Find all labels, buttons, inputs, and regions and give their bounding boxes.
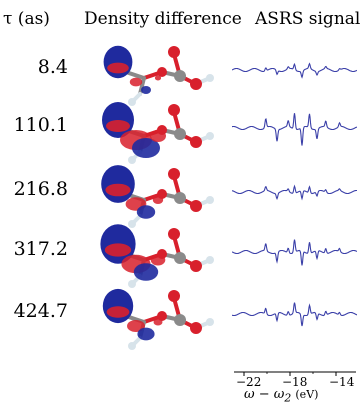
asrs-signal-trace	[232, 62, 357, 79]
density-difference-molecule	[102, 288, 214, 350]
tau-value: 424.7	[13, 300, 68, 322]
asrs-signal-trace	[232, 113, 357, 146]
tau-value: 110.1	[13, 114, 68, 136]
tick-label-minus-18: −18	[282, 375, 308, 389]
axis-label: ω − ω2 (eV)	[244, 387, 319, 405]
density-difference-molecule	[103, 45, 214, 106]
asrs-signal-trace	[232, 302, 357, 327]
energy-axis	[234, 371, 356, 376]
density-difference-molecule	[102, 102, 214, 164]
asrs-signal-trace	[232, 184, 357, 201]
asrs-signal-trace	[232, 239, 357, 266]
asrs-signal-header: ASRS signal	[255, 9, 361, 29]
density-difference-molecule	[100, 224, 214, 288]
tick-label-minus-22: −22	[236, 375, 262, 389]
tau-value: 216.8	[13, 178, 68, 200]
density-difference-molecule	[101, 165, 214, 228]
tau-header: τ (as)	[3, 9, 50, 29]
tau-value: 8.4	[37, 56, 68, 78]
density-difference-header: Density difference	[84, 9, 242, 29]
tau-value: 317.2	[13, 238, 68, 260]
tick-label-minus-14: −14	[329, 375, 355, 389]
